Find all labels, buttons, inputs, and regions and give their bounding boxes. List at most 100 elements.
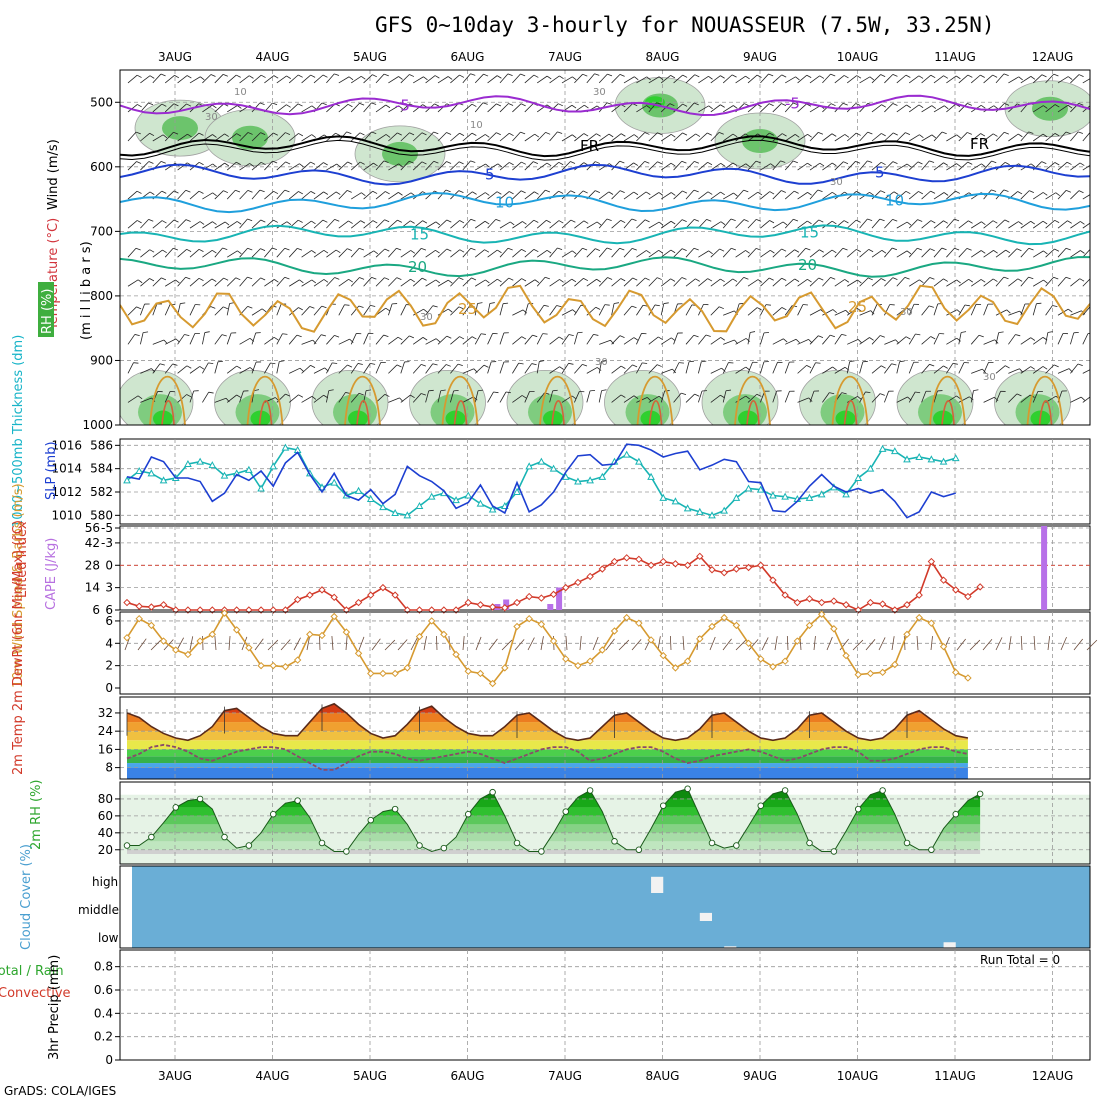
wind-barb-flag bbox=[658, 192, 664, 196]
wind-barb-flag bbox=[210, 74, 216, 77]
temperature-band bbox=[127, 749, 968, 757]
wind-barb bbox=[350, 102, 360, 113]
wind-barb bbox=[301, 74, 311, 84]
wind-barb bbox=[313, 367, 325, 374]
date-label-bottom: 12AUG bbox=[1032, 1069, 1074, 1083]
wind-speed-line-marker bbox=[159, 637, 168, 645]
wind-barb bbox=[140, 332, 144, 345]
wind-barb-flag bbox=[175, 279, 180, 284]
wind-barb bbox=[1020, 337, 1031, 345]
wind-barb bbox=[177, 394, 187, 403]
cape-bars bbox=[494, 526, 1048, 610]
wind-barb-flag bbox=[841, 392, 847, 395]
wind-barb-flag bbox=[459, 220, 465, 224]
wind-barb bbox=[388, 336, 399, 345]
surface-wind-barb bbox=[371, 638, 381, 651]
wind-barb bbox=[164, 75, 175, 84]
wind-barb bbox=[660, 133, 672, 142]
wind-barb-flag bbox=[570, 190, 576, 194]
precip-convective-label: Convective bbox=[0, 986, 71, 1001]
thickness-line-marker bbox=[379, 503, 387, 511]
wind-barb-flag bbox=[961, 331, 967, 333]
temperature-band bbox=[127, 740, 968, 750]
cape-tick-label: 56 bbox=[85, 521, 100, 535]
wind-barb bbox=[685, 247, 695, 258]
wind-barb bbox=[462, 368, 475, 374]
wind-barb-flag bbox=[1016, 393, 1022, 397]
lifted-index-line-marker bbox=[952, 586, 960, 594]
wind-barb bbox=[611, 247, 620, 258]
wind-barb bbox=[127, 279, 139, 287]
slp-line bbox=[126, 443, 956, 519]
precip-axis-label: 3hr Precip (mm) bbox=[47, 955, 62, 1060]
rh-marker bbox=[367, 816, 375, 824]
lifted-index-tick-label: -3 bbox=[101, 536, 113, 550]
wind-barb-flag bbox=[1080, 221, 1085, 225]
wind-barb-flag bbox=[869, 192, 874, 196]
wind-barb-flag bbox=[1047, 331, 1053, 333]
wind-barb bbox=[425, 221, 437, 229]
wind-barb bbox=[425, 131, 434, 142]
wind-barb bbox=[202, 332, 206, 345]
wind-barb-flag bbox=[432, 363, 438, 366]
wind-barb bbox=[983, 160, 992, 171]
wind-barb-flag bbox=[707, 161, 713, 166]
date-label-top: 6AUG bbox=[451, 50, 485, 64]
wind-barb bbox=[313, 394, 324, 403]
wind-barb-flag bbox=[657, 161, 663, 165]
wind-speed-line-marker bbox=[245, 644, 253, 652]
wind-barb-flag bbox=[782, 221, 788, 226]
wind-barb-flag bbox=[396, 247, 402, 251]
wind-barb bbox=[623, 191, 634, 200]
wind-barb bbox=[983, 133, 994, 142]
wind-barb-flag bbox=[273, 190, 279, 195]
upper-air-wind-barbs bbox=[127, 73, 1097, 403]
wind-barb bbox=[251, 189, 261, 200]
cloud-low-label: low bbox=[98, 931, 119, 945]
slp-thickness-series bbox=[123, 443, 960, 519]
wind-barb bbox=[995, 332, 1000, 345]
wind-barb bbox=[549, 305, 557, 316]
wind-barb-flag bbox=[1093, 77, 1097, 80]
wind-barb-flag bbox=[559, 75, 564, 80]
wind-barb bbox=[152, 249, 163, 258]
rh-marker bbox=[245, 842, 253, 849]
rh-contour-label: 30 bbox=[420, 312, 433, 323]
wind-barb bbox=[710, 306, 720, 316]
wind-barb-flag bbox=[993, 250, 998, 254]
wind-barb bbox=[747, 219, 757, 229]
wind-barb bbox=[747, 160, 757, 171]
wind-barb-flag bbox=[770, 163, 775, 168]
wind-barb-flag bbox=[477, 302, 483, 304]
cape-axis-label: CAPE (J/kg) bbox=[44, 538, 59, 610]
isotherm-contour-low bbox=[734, 375, 771, 425]
wind-barb bbox=[338, 248, 348, 258]
wind-barb-flag bbox=[273, 132, 278, 136]
surface-wind-barb bbox=[682, 636, 685, 651]
wind-barb-flag bbox=[733, 105, 738, 109]
slp-tick-label: 1010 bbox=[51, 508, 82, 522]
wind-barb bbox=[301, 306, 311, 316]
surface-wind-barb bbox=[969, 639, 981, 651]
wind-barb-flag bbox=[410, 394, 415, 399]
lifted-index-line-marker bbox=[927, 557, 936, 566]
wind-barb-flag bbox=[311, 250, 316, 254]
wind-barb-flag bbox=[720, 191, 725, 196]
wind-barb bbox=[1008, 76, 1019, 84]
wind-barb-flag bbox=[1041, 161, 1047, 164]
wind-barb bbox=[636, 305, 644, 316]
wind-barb bbox=[487, 333, 493, 345]
wind-barb bbox=[698, 250, 709, 258]
wind-barb-flag bbox=[347, 103, 353, 108]
lifted-index-line-marker bbox=[123, 598, 131, 607]
wind-barb-flag bbox=[757, 307, 762, 311]
date-label-top: 11AUG bbox=[934, 50, 976, 64]
wind-barb-flag bbox=[532, 334, 538, 338]
wind-barb-flag bbox=[361, 192, 366, 197]
wind-speed-line-marker bbox=[172, 646, 180, 654]
wind-barb-flag bbox=[359, 102, 365, 106]
wind-barb-flag bbox=[929, 160, 935, 163]
wind-barb bbox=[152, 303, 158, 316]
wind-barb bbox=[623, 218, 633, 229]
wind-barb-flag bbox=[720, 162, 726, 167]
